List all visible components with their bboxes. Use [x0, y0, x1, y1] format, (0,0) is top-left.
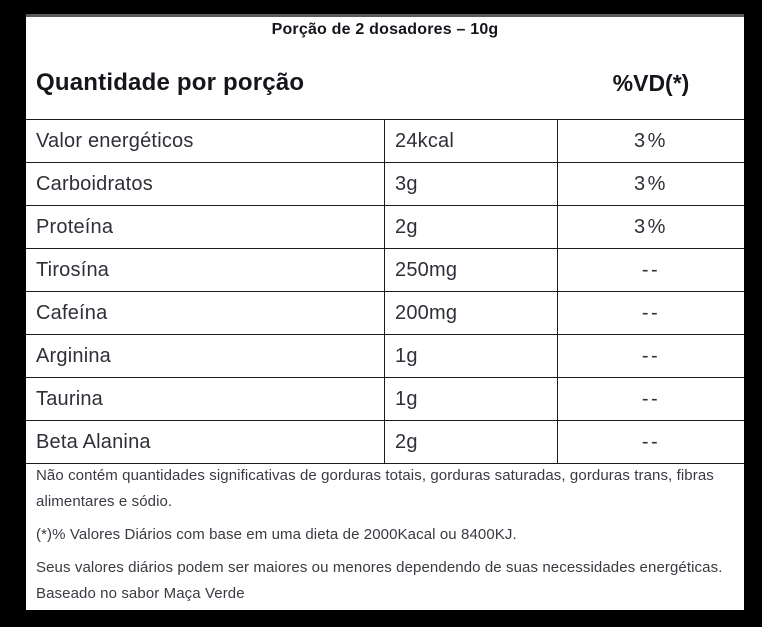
nutrient-name: Tirosína	[26, 249, 385, 291]
nutrition-facts-panel: Porção de 2 dosadores – 10g Quantidade p…	[26, 14, 744, 610]
table-row: Valor energéticos 24kcal 3%	[26, 120, 744, 163]
nutrient-amount: 24kcal	[385, 120, 558, 162]
nutrient-name: Beta Alanina	[26, 421, 385, 463]
nutrient-amount: 2g	[385, 206, 558, 248]
nutrient-daily-value: --	[641, 301, 661, 324]
nutrient-name: Arginina	[26, 335, 385, 377]
footnotes-section: Não contém quantidades significativas de…	[36, 463, 730, 614]
table-row: Proteína 2g 3%	[26, 206, 744, 249]
nutrient-daily-value: --	[641, 387, 661, 410]
nutrition-table: Valor energéticos 24kcal 3% Carboidratos…	[26, 119, 744, 464]
table-row: Arginina 1g --	[26, 335, 744, 378]
nutrient-amount: 1g	[385, 378, 558, 420]
table-row: Cafeína 200mg --	[26, 292, 744, 335]
nutrient-daily-value: --	[641, 430, 661, 453]
footnote-flavor-basis: Baseado no sabor Maça Verde	[36, 585, 245, 602]
daily-value-percent-label: %VD(*)	[612, 69, 690, 96]
nutrient-daily-value: 3%	[634, 129, 668, 152]
serving-size-title: Porção de 2 dosadores – 10g	[271, 21, 499, 38]
quantity-per-serving-label: Quantidade por porção	[36, 69, 305, 96]
nutrient-amount: 200mg	[385, 292, 558, 334]
table-row: Taurina 1g --	[26, 378, 744, 421]
nutrient-daily-value: 3%	[634, 215, 668, 238]
nutrient-amount: 3g	[385, 163, 558, 205]
nutrient-amount: 250mg	[385, 249, 558, 291]
nutrient-amount: 2g	[385, 421, 558, 463]
nutrient-name: Valor energéticos	[26, 120, 385, 162]
nutrient-daily-value: 3%	[634, 172, 668, 195]
nutrient-amount: 1g	[385, 335, 558, 377]
table-row: Beta Alanina 2g --	[26, 421, 744, 464]
footnote-no-significant-amounts: Não contém quantidades significativas de…	[36, 467, 714, 510]
footnote-individual-needs: Seus valores diários podem ser maiores o…	[36, 559, 723, 576]
nutrient-name: Proteína	[26, 206, 385, 248]
table-row: Carboidratos 3g 3%	[26, 163, 744, 206]
nutrient-name: Carboidratos	[26, 163, 385, 205]
nutrient-name: Taurina	[26, 378, 385, 420]
footnote-daily-values-basis: (*)% Valores Diários com base em uma die…	[36, 526, 517, 543]
table-column-header: Quantidade por porção %VD(*)	[26, 69, 744, 97]
nutrient-name: Cafeína	[26, 292, 385, 334]
nutrient-daily-value: --	[641, 258, 661, 281]
table-row: Tirosína 250mg --	[26, 249, 744, 292]
nutrient-daily-value: --	[641, 344, 661, 367]
